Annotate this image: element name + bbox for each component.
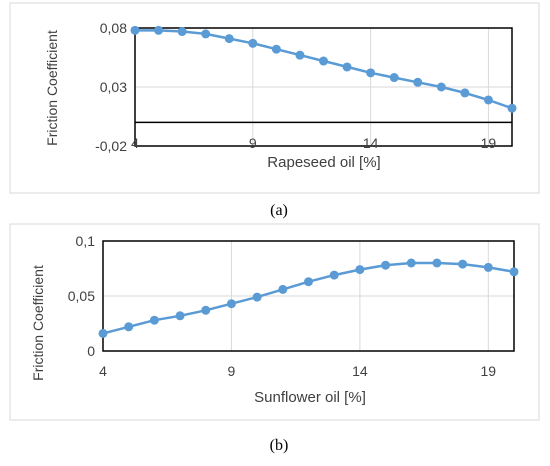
data-point (154, 25, 164, 35)
chart-b-series (98, 258, 519, 338)
chart-b-yticks: 0,1 0,05 0 (68, 233, 95, 359)
chart-a: 0,08 0,03 -0,02 4 9 14 19 Friction Coefficien… (9, 2, 540, 194)
data-point (224, 34, 234, 44)
data-point (295, 50, 305, 60)
x-tick-label: 9 (228, 363, 236, 379)
data-point (248, 38, 258, 48)
x-tick-label: 14 (352, 363, 368, 379)
data-point (329, 270, 339, 280)
data-point (201, 29, 211, 39)
data-point (98, 328, 108, 338)
chart-a-xlabel: Rapeseed oil [%] (267, 154, 380, 171)
data-point (406, 258, 416, 268)
y-tick-label: 0,03 (100, 79, 127, 95)
data-point (175, 311, 185, 321)
data-point (252, 292, 262, 302)
data-point (507, 103, 517, 113)
data-point (436, 82, 446, 92)
data-point (366, 68, 376, 78)
chart-a-series (130, 25, 517, 113)
data-point (342, 62, 352, 72)
data-point (483, 262, 493, 272)
x-tick-label: 4 (131, 135, 139, 151)
chart-b-grid (102, 240, 515, 352)
chart-a-xticks: 4 9 14 19 (131, 135, 496, 151)
data-point (304, 277, 313, 287)
data-point (509, 267, 519, 277)
data-point (432, 258, 442, 268)
data-point (483, 95, 493, 105)
chart-b: 0,1 0,05 0 4 9 14 19 Friction Coefficient Sun… (9, 223, 540, 421)
data-point (355, 265, 365, 275)
y-tick-label: 0,05 (68, 288, 95, 304)
x-tick-label: 19 (481, 135, 497, 151)
x-tick-label: 19 (481, 363, 497, 379)
data-point (381, 260, 391, 270)
data-point (201, 305, 211, 315)
x-tick-label: 4 (99, 363, 107, 379)
chart-b-ylabel: Friction Coefficient (30, 265, 46, 381)
y-tick-label: 0,1 (76, 233, 96, 249)
data-point (278, 284, 288, 294)
y-tick-label: -0,02 (95, 138, 127, 154)
data-point (271, 44, 281, 54)
data-point (389, 73, 399, 83)
data-point (413, 77, 423, 87)
data-point (124, 322, 134, 332)
chart-a-ylabel: Friction Coefficient (44, 30, 60, 146)
data-point (177, 27, 187, 37)
chart-a-yticks: 0,08 0,03 -0,02 (95, 20, 127, 154)
chart-b-xlabel: Sunflower oil [%] (254, 389, 366, 406)
data-point (460, 88, 470, 98)
chart-a-frame (9, 2, 540, 194)
data-point (319, 56, 328, 66)
y-tick-label: 0,08 (100, 20, 127, 36)
y-tick-label: 0 (87, 343, 95, 359)
x-tick-label: 14 (363, 135, 379, 151)
data-point (458, 259, 468, 269)
caption-b: (b) (270, 437, 289, 454)
plot-area-border (134, 27, 513, 147)
data-point (226, 299, 236, 309)
data-point (130, 25, 140, 35)
caption-a: (a) (270, 202, 288, 219)
x-tick-label: 9 (249, 135, 257, 151)
plot-area-border (102, 240, 515, 352)
data-point (149, 315, 159, 325)
chart-b-frame (9, 223, 540, 421)
chart-b-xticks: 4 9 14 19 (99, 363, 496, 379)
chart-a-grid (134, 27, 513, 147)
